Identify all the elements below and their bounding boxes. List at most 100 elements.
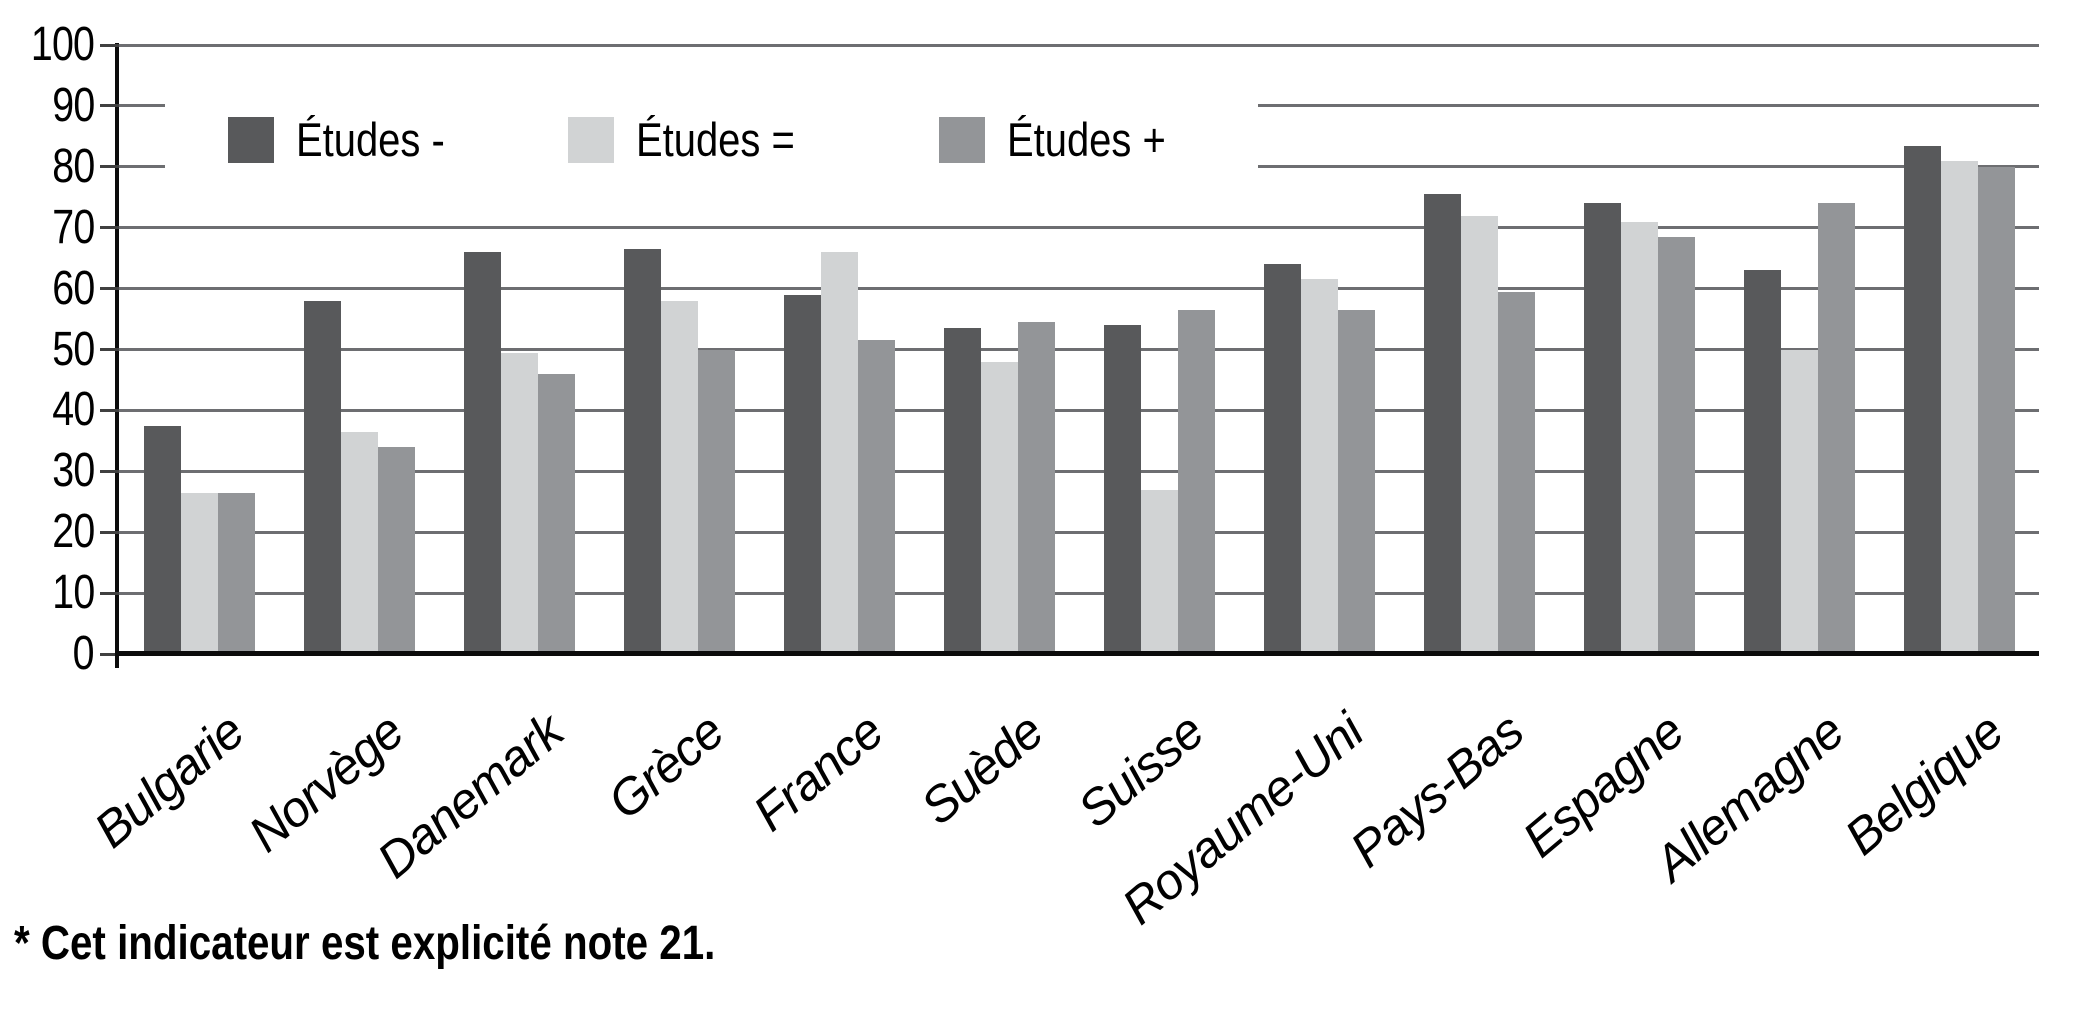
legend-item-1: Études - xyxy=(228,112,471,167)
gridline-10 xyxy=(119,591,2039,595)
bar-danemark-études-= xyxy=(500,352,538,654)
y-axis-label-90: 90 xyxy=(51,78,95,132)
bar-allemagne-études-+ xyxy=(1817,203,1855,654)
bar-allemagne-études-- xyxy=(1743,270,1781,654)
y-axis-label-100: 100 xyxy=(30,18,95,71)
y-tick-70 xyxy=(100,226,119,230)
bar-suisse-études-+ xyxy=(1177,309,1215,654)
bar-group-pays-bas xyxy=(1399,45,1559,654)
footnote: * Cet indicateur est explicité note 21. xyxy=(14,917,716,970)
y-tick-80 xyxy=(100,165,119,169)
bar-belgique-études-= xyxy=(1940,160,1978,654)
x-axis-label-france: France xyxy=(743,702,894,842)
gridline-60 xyxy=(119,287,2039,291)
y-tick-100 xyxy=(100,43,119,47)
bar-group-espagne xyxy=(1559,45,1719,654)
bar-france-études-= xyxy=(820,252,858,654)
bar-bulgarie-études-= xyxy=(180,492,218,654)
gridline-30 xyxy=(119,469,2039,473)
y-tick-50 xyxy=(100,348,119,351)
legend-item-3: Études + xyxy=(939,112,1194,167)
legend-label-1: Études - xyxy=(296,113,445,166)
gridline-100 xyxy=(119,43,2039,47)
legend-swatch-2 xyxy=(568,116,614,163)
y-axis-label-60: 60 xyxy=(51,261,95,315)
bar-royaume-uni-études-= xyxy=(1300,279,1338,654)
bar-pays-bas-études-- xyxy=(1423,194,1461,654)
y-axis-label-10: 10 xyxy=(51,566,95,620)
x-axis-label-suisse: Suisse xyxy=(1067,702,1214,839)
bar-espagne-études-- xyxy=(1583,203,1621,654)
bar-suède-études-+ xyxy=(1017,322,1055,654)
bar-royaume-uni-études-+ xyxy=(1337,309,1375,654)
bar-group-belgique xyxy=(1879,45,2039,654)
bar-group-royaume-uni xyxy=(1239,45,1399,654)
bar-grèce-études-- xyxy=(623,249,661,654)
y-axis-label-70: 70 xyxy=(51,200,95,254)
y-tick-60 xyxy=(100,287,119,291)
gridline-70 xyxy=(119,226,2039,230)
bar-france-études-- xyxy=(783,294,821,654)
bar-group-france xyxy=(759,45,919,654)
bar-norvège-études-= xyxy=(340,431,378,654)
bar-espagne-études-+ xyxy=(1657,236,1695,654)
legend: Études - Études = Études + xyxy=(165,58,1258,192)
bar-suisse-études-= xyxy=(1140,489,1178,654)
bar-belgique-études-+ xyxy=(1977,166,2015,654)
bar-group-suisse xyxy=(1079,45,1239,654)
bar-espagne-études-= xyxy=(1620,221,1658,654)
gridline-50 xyxy=(119,348,2039,351)
gridline-20 xyxy=(119,530,2039,534)
y-tick-0 xyxy=(100,652,119,656)
bar-norvège-études-+ xyxy=(377,446,415,654)
bars-container xyxy=(119,45,2039,654)
y-tick-90 xyxy=(100,104,119,108)
bar-suède-études-= xyxy=(980,361,1018,654)
bar-allemagne-études-= xyxy=(1780,349,1818,654)
bar-group-bulgarie xyxy=(119,45,279,654)
legend-swatch-1 xyxy=(228,116,274,163)
y-axis-label-30: 30 xyxy=(51,444,95,498)
bar-danemark-études-+ xyxy=(537,373,575,654)
legend-label-2: Études = xyxy=(636,113,795,166)
gridline-40 xyxy=(119,408,2039,412)
y-axis-label-20: 20 xyxy=(51,505,95,559)
bar-norvège-études-- xyxy=(303,300,341,654)
bar-pays-bas-études-= xyxy=(1460,215,1498,654)
y-tick-40 xyxy=(100,408,119,412)
y-tick-30 xyxy=(100,469,119,473)
x-axis-label-belgique: Belgique xyxy=(1834,702,2014,866)
y-axis-label-0: 0 xyxy=(72,627,95,680)
plot-area xyxy=(100,43,2039,668)
y-tick-20 xyxy=(100,530,119,534)
bar-royaume-uni-études-- xyxy=(1263,264,1301,654)
bar-group-norvège xyxy=(279,45,439,654)
bar-france-études-+ xyxy=(857,340,895,654)
bar-grèce-études-+ xyxy=(697,349,735,654)
y-axis-line xyxy=(115,43,119,668)
y-axis-label-40: 40 xyxy=(51,383,95,437)
legend-item-2: Études = xyxy=(568,112,823,167)
bar-grèce-études-= xyxy=(660,300,698,654)
bar-bulgarie-études-- xyxy=(143,425,181,654)
legend-swatch-3 xyxy=(939,116,985,163)
x-axis-label-suède: Suède xyxy=(910,702,1054,836)
bar-suède-études-- xyxy=(943,328,981,654)
legend-label-3: Études + xyxy=(1007,113,1166,166)
y-tick-10 xyxy=(100,591,119,595)
bar-group-grèce xyxy=(599,45,759,654)
y-axis-label-50: 50 xyxy=(51,322,95,376)
x-axis-label-grèce: Grèce xyxy=(597,702,734,830)
bar-danemark-études-- xyxy=(463,252,501,654)
bar-suisse-études-- xyxy=(1103,325,1141,654)
bar-belgique-études-- xyxy=(1903,145,1941,654)
bar-group-allemagne xyxy=(1719,45,1879,654)
y-axis-label-80: 80 xyxy=(51,139,95,193)
bar-group-suède xyxy=(919,45,1079,654)
bar-group-danemark xyxy=(439,45,599,654)
x-axis-line xyxy=(115,651,2039,656)
x-axis-label-bulgarie: Bulgarie xyxy=(83,702,254,859)
x-axis-label-pays-bas: Pays-Bas xyxy=(1339,702,1534,879)
y-axis-labels: 0 10 20 30 40 50 60 70 80 90 100 xyxy=(0,0,95,700)
